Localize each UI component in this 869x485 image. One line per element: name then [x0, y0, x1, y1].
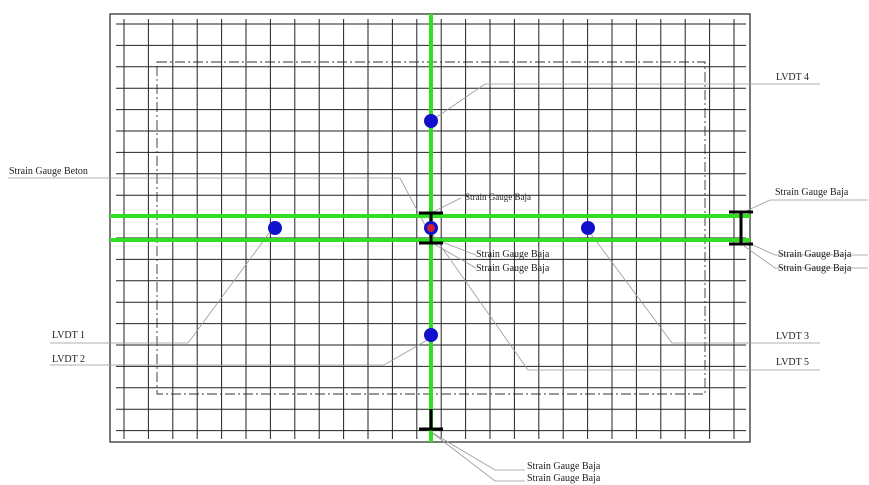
label-lvdt-2: LVDT 2 [52, 354, 86, 365]
leader-lines [8, 83, 868, 482]
label-strain-gauge-baja-center-top: Strain Gauge Baja [465, 192, 531, 202]
label-lvdt-4: LVDT 4 [776, 72, 810, 83]
lvdt-marker-3 [581, 221, 595, 235]
lvdt-marker-4 [424, 114, 438, 128]
lvdt-marker-1 [268, 221, 282, 235]
label-strain-gauge-baja-bottom-2: Strain Gauge Baja [527, 473, 601, 484]
steel-strain-gauge-right [729, 210, 753, 246]
steel-strain-gauges [419, 210, 753, 431]
label-lvdt-5: LVDT 5 [776, 357, 810, 368]
label-strain-gauge-baja-right-mid-2: Strain Gauge Baja [778, 263, 852, 274]
lvdt-marker-2 [424, 328, 438, 342]
concrete-strain-gauge-marker [427, 224, 435, 232]
label-strain-gauge-baja-bottom-1: Strain Gauge Baja [527, 461, 601, 472]
label-strain-gauge-beton: Strain Gauge Beton [9, 166, 88, 177]
label-strain-gauge-baja-right-top: Strain Gauge Baja [775, 187, 849, 198]
steel-strain-gauge-bottom [419, 409, 443, 431]
label-strain-gauge-baja-right-mid-1: Strain Gauge Baja [778, 249, 852, 260]
label-lvdt-1: LVDT 1 [52, 330, 86, 341]
label-strain-gauge-baja-center-mid-1: Strain Gauge Baja [476, 249, 550, 260]
label-lvdt-3: LVDT 3 [776, 331, 810, 342]
label-strain-gauge-baja-center-mid-2: Strain Gauge Baja [476, 263, 550, 274]
